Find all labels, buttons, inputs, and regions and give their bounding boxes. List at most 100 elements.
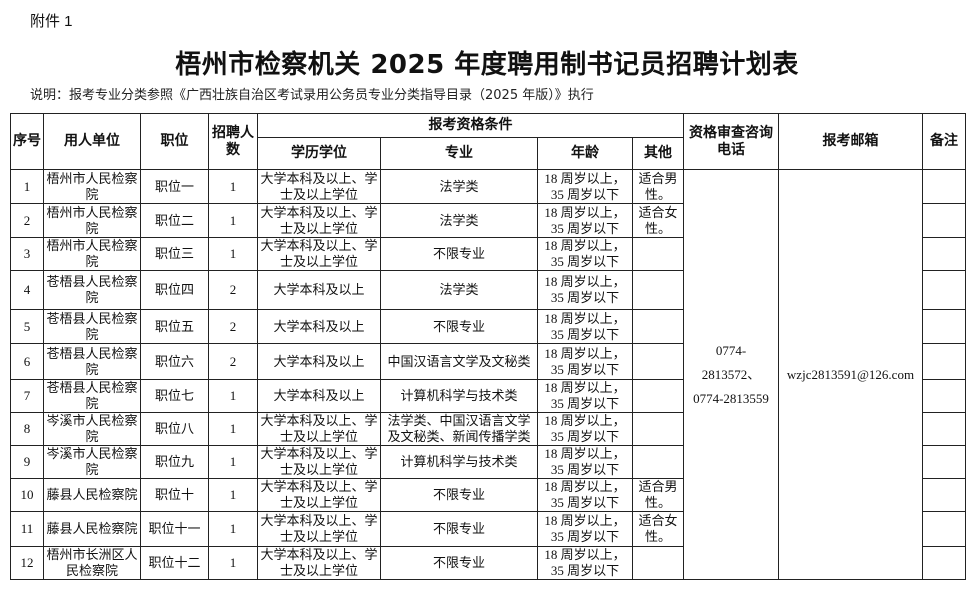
cell-major: 法学类	[380, 169, 538, 204]
cell-age: 18 周岁以上，35 周岁以下	[537, 379, 633, 413]
cell-other: 适合女性。	[632, 511, 684, 547]
phone-cell: 0774-2813572、0774-2813559	[683, 169, 779, 580]
cell-education: 大学本科及以上、学士及以上学位	[257, 546, 381, 580]
table-row: 1 梧州市人民检察院 职位一 1 大学本科及以上、学士及以上学位 法学类 18 周岁以上，3…	[10, 169, 966, 580]
header-conditions: 报考资格条件	[257, 113, 684, 138]
cell-other	[632, 379, 684, 413]
cell-major: 计算机科学与技术类	[380, 379, 538, 413]
cell-no: 7	[10, 379, 44, 413]
cell-remark	[922, 379, 966, 413]
cell-education: 大学本科及以上	[257, 270, 381, 310]
cell-unit: 苍梧县人民检察院	[43, 270, 141, 310]
header-education: 学历学位	[257, 137, 381, 170]
cell-remark	[922, 270, 966, 310]
cell-major: 不限专业	[380, 478, 538, 512]
cell-count: 1	[208, 511, 258, 547]
cell-unit: 岑溪市人民检察院	[43, 412, 141, 446]
cell-age: 18 周岁以上，35 周岁以下	[537, 343, 633, 380]
cell-no: 2	[10, 203, 44, 238]
cell-other	[632, 343, 684, 380]
cell-position: 职位八	[140, 412, 209, 446]
table-row: 2 梧州市人民检察院 职位二 1 大学本科及以上、学士及以上学位 法学类 18 周岁以上，3…	[10, 203, 966, 238]
cell-remark	[922, 237, 966, 271]
email-cell: wzjc2813591@126.com	[778, 169, 923, 580]
table-row: 4 苍梧县人民检察院 职位四 2 大学本科及以上 法学类 18 周岁以上，35 周岁以下	[10, 270, 966, 310]
cell-unit: 苍梧县人民检察院	[43, 379, 141, 413]
header-unit: 用人单位	[43, 113, 141, 170]
cell-count: 1	[208, 445, 258, 479]
cell-unit: 岑溪市人民检察院	[43, 445, 141, 479]
cell-major: 不限专业	[380, 511, 538, 547]
cell-remark	[922, 546, 966, 580]
cell-major: 法学类、中国汉语言文学及文秘类、新闻传播学类	[380, 412, 538, 446]
cell-count: 1	[208, 546, 258, 580]
cell-education: 大学本科及以上	[257, 343, 381, 380]
cell-position: 职位六	[140, 343, 209, 380]
cell-education: 大学本科及以上	[257, 379, 381, 413]
note-text: 说明：报考专业分类参照《广西壮族自治区考试录用公务员专业分类指导目录（2025 …	[30, 88, 594, 103]
table-row: 8 岑溪市人民检察院 职位八 1 大学本科及以上、学士及以上学位 法学类、中国汉语言文学及…	[10, 412, 966, 446]
cell-count: 1	[208, 237, 258, 271]
cell-other: 适合女性。	[632, 203, 684, 238]
cell-education: 大学本科及以上、学士及以上学位	[257, 478, 381, 512]
table-row: 7 苍梧县人民检察院 职位七 1 大学本科及以上 计算机科学与技术类 18 周岁以上，35 …	[10, 379, 966, 413]
table-row: 12 梧州市长洲区人民检察院 职位十二 1 大学本科及以上、学士及以上学位 不限专业 18 …	[10, 546, 966, 580]
header-no: 序号	[10, 113, 44, 170]
cell-unit: 梧州市人民检察院	[43, 169, 141, 204]
cell-no: 12	[10, 546, 44, 580]
cell-no: 8	[10, 412, 44, 446]
cell-position: 职位九	[140, 445, 209, 479]
cell-remark	[922, 511, 966, 547]
cell-remark	[922, 445, 966, 479]
cell-other: 适合男性。	[632, 478, 684, 512]
cell-other	[632, 237, 684, 271]
header-phone: 资格审查咨询电话	[683, 113, 779, 170]
cell-education: 大学本科及以上	[257, 309, 381, 344]
table-row: 10 藤县人民检察院 职位十 1 大学本科及以上、学士及以上学位 不限专业 18 周岁以上，…	[10, 478, 966, 512]
cell-education: 大学本科及以上、学士及以上学位	[257, 445, 381, 479]
cell-unit: 梧州市长洲区人民检察院	[43, 546, 141, 580]
cell-age: 18 周岁以上，35 周岁以下	[537, 478, 633, 512]
cell-remark	[922, 478, 966, 512]
cell-unit: 藤县人民检察院	[43, 511, 141, 547]
cell-other	[632, 412, 684, 446]
cell-no: 1	[10, 169, 44, 204]
header-other: 其他	[632, 137, 684, 170]
cell-count: 2	[208, 343, 258, 380]
cell-major: 不限专业	[380, 546, 538, 580]
cell-age: 18 周岁以上，35 周岁以下	[537, 169, 633, 204]
cell-other	[632, 270, 684, 310]
cell-other	[632, 445, 684, 479]
cell-position: 职位五	[140, 309, 209, 344]
recruitment-table: 序号 用人单位 职位 招聘人数 报考资格条件 资格审查咨询电话 报考邮箱 备注 …	[10, 113, 966, 580]
cell-no: 11	[10, 511, 44, 547]
cell-no: 3	[10, 237, 44, 271]
cell-count: 1	[208, 412, 258, 446]
cell-major: 法学类	[380, 203, 538, 238]
cell-count: 1	[208, 478, 258, 512]
cell-position: 职位二	[140, 203, 209, 238]
cell-education: 大学本科及以上、学士及以上学位	[257, 237, 381, 271]
cell-education: 大学本科及以上、学士及以上学位	[257, 511, 381, 547]
cell-position: 职位四	[140, 270, 209, 310]
cell-unit: 藤县人民检察院	[43, 478, 141, 512]
cell-count: 1	[208, 379, 258, 413]
cell-count: 1	[208, 169, 258, 204]
header-remark: 备注	[922, 113, 966, 170]
header-count: 招聘人数	[208, 113, 258, 170]
cell-age: 18 周岁以上，35 周岁以下	[537, 511, 633, 547]
cell-remark	[922, 412, 966, 446]
header-age: 年龄	[537, 137, 633, 170]
cell-position: 职位十	[140, 478, 209, 512]
cell-education: 大学本科及以上、学士及以上学位	[257, 203, 381, 238]
cell-age: 18 周岁以上，35 周岁以下	[537, 203, 633, 238]
cell-no: 9	[10, 445, 44, 479]
cell-no: 4	[10, 270, 44, 310]
cell-age: 18 周岁以上，35 周岁以下	[537, 309, 633, 344]
cell-major: 中国汉语言文学及文秘类	[380, 343, 538, 380]
cell-major: 法学类	[380, 270, 538, 310]
cell-education: 大学本科及以上、学士及以上学位	[257, 412, 381, 446]
cell-age: 18 周岁以上，35 周岁以下	[537, 237, 633, 271]
attachment-label: 附件 1	[30, 13, 73, 30]
cell-age: 18 周岁以上，35 周岁以下	[537, 445, 633, 479]
